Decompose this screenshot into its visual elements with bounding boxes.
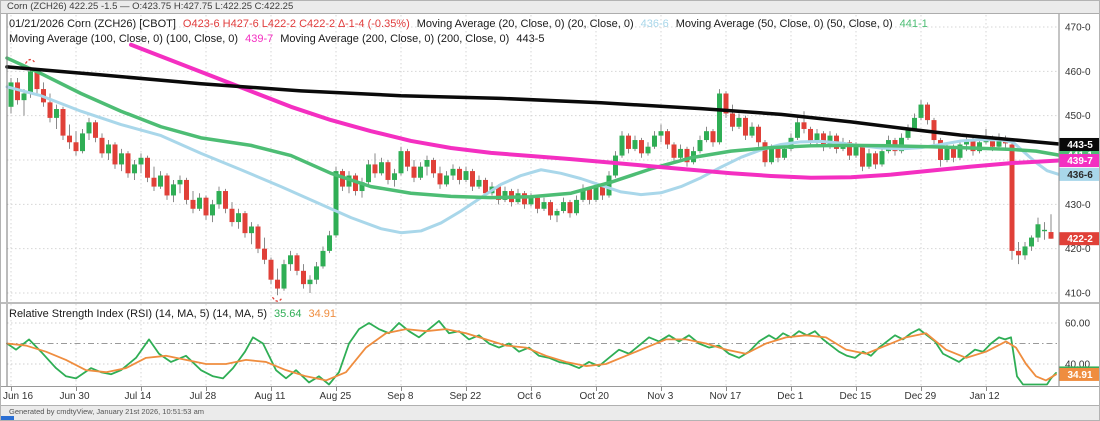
swing-markers <box>24 58 284 302</box>
y-axis-label: 450-0 <box>1065 111 1091 122</box>
x-axis-label: Nov 3 <box>647 391 674 402</box>
x-axis-label: Jun 16 <box>3 391 34 402</box>
x-axis-label: Aug 11 <box>254 391 286 402</box>
x-axis-label: Dec 29 <box>904 391 937 402</box>
x-axis-label: Sep 8 <box>387 391 414 402</box>
rsi-axis-label: 60.00 <box>1065 319 1090 330</box>
x-axis-tick <box>596 387 597 391</box>
rsi-badge-rsi_ma: 34.91 <box>1059 367 1099 381</box>
line-ma20 <box>5 85 1061 235</box>
x-axis-tick <box>661 387 662 391</box>
x-axis-label: Sep 22 <box>449 391 482 402</box>
x-axis-tick <box>726 387 727 391</box>
price-axis: 470-0460-0450-0440-0430-0420-0410-0441-1… <box>6 14 1099 302</box>
price-badge-ma100: 439-7 <box>1059 154 1099 168</box>
y-axis-label: 470-0 <box>1065 23 1091 34</box>
rsi-series <box>6 320 1057 386</box>
x-axis: Jun 16 Jun 30 Jul 14 Jul 28 Aug 11 Aug 25 Sep … <box>1 387 1099 405</box>
x-axis-label: Jul 14 <box>124 391 152 402</box>
y-axis-label: 460-0 <box>1065 67 1091 78</box>
x-axis-tick <box>401 387 402 391</box>
price-badge-ma20: 436-6 <box>1059 167 1099 181</box>
x-axis-label: Jun 30 <box>59 391 90 402</box>
x-axis-label: Oct 20 <box>579 391 609 402</box>
moving-average-lines <box>5 42 1061 235</box>
x-axis-label: Aug 25 <box>319 391 352 402</box>
y-axis-label: 410-0 <box>1065 288 1091 299</box>
x-axis-tick <box>11 387 12 391</box>
y-axis-label: 430-0 <box>1065 200 1091 211</box>
rsi-gridlines <box>7 304 1059 386</box>
x-axis-tick <box>141 387 142 391</box>
svg-text:443-5: 443-5 <box>1067 140 1093 151</box>
svg-text:439-7: 439-7 <box>1067 156 1093 167</box>
x-axis-tick <box>921 387 922 391</box>
footer-text: Generated by cmdtyView, January 21st 202… <box>9 407 204 416</box>
x-axis-tick <box>986 387 987 391</box>
price-badge-last: 422-2 <box>1059 232 1099 246</box>
x-axis-label: Jan 12 <box>969 391 1000 402</box>
line-ma100 <box>129 42 1061 180</box>
svg-text:422-2: 422-2 <box>1067 234 1093 245</box>
x-axis-label: Oct 6 <box>517 391 542 402</box>
x-axis-label: Dec 1 <box>777 391 804 402</box>
x-axis-tick <box>271 387 272 391</box>
x-axis-label: Jul 28 <box>189 391 217 402</box>
x-axis-tick <box>791 387 792 391</box>
price-chart-canvas[interactable]: 470-0460-0450-0440-0430-0420-0410-0441-1… <box>1 14 1100 302</box>
price-chart-panel[interactable]: 470-0460-0450-0440-0430-0420-0410-0441-1… <box>1 14 1100 304</box>
cmdtyview-logo-fragment <box>1 416 14 420</box>
x-axis-tick <box>466 387 467 391</box>
svg-text:34.91: 34.91 <box>1067 370 1092 381</box>
y-axis-label: 420-0 <box>1065 244 1091 255</box>
x-axis-label: Nov 17 <box>709 391 742 402</box>
price-badge-ma200: 443-5 <box>1059 137 1099 151</box>
line-ma200 <box>5 65 1061 146</box>
x-axis-tick <box>206 387 207 391</box>
svg-text:436-6: 436-6 <box>1067 170 1093 181</box>
x-axis-tick <box>76 387 77 391</box>
rsi-axis-label: 40.00 <box>1065 360 1090 371</box>
x-axis-label: Dec 15 <box>839 391 872 402</box>
x-axis-tick <box>336 387 337 391</box>
window-title: Corn (ZCH26) 422.25 -1.5 — O:423.75 H:42… <box>7 1 294 12</box>
footer-bar: Generated by cmdtyView, January 21st 202… <box>1 405 1099 420</box>
x-axis-tick <box>856 387 857 391</box>
line-ma50 <box>5 56 1061 200</box>
window-title-bar: Corn (ZCH26) 422.25 -1.5 — O:423.75 H:42… <box>1 1 1099 14</box>
x-axis-tick <box>531 387 532 391</box>
